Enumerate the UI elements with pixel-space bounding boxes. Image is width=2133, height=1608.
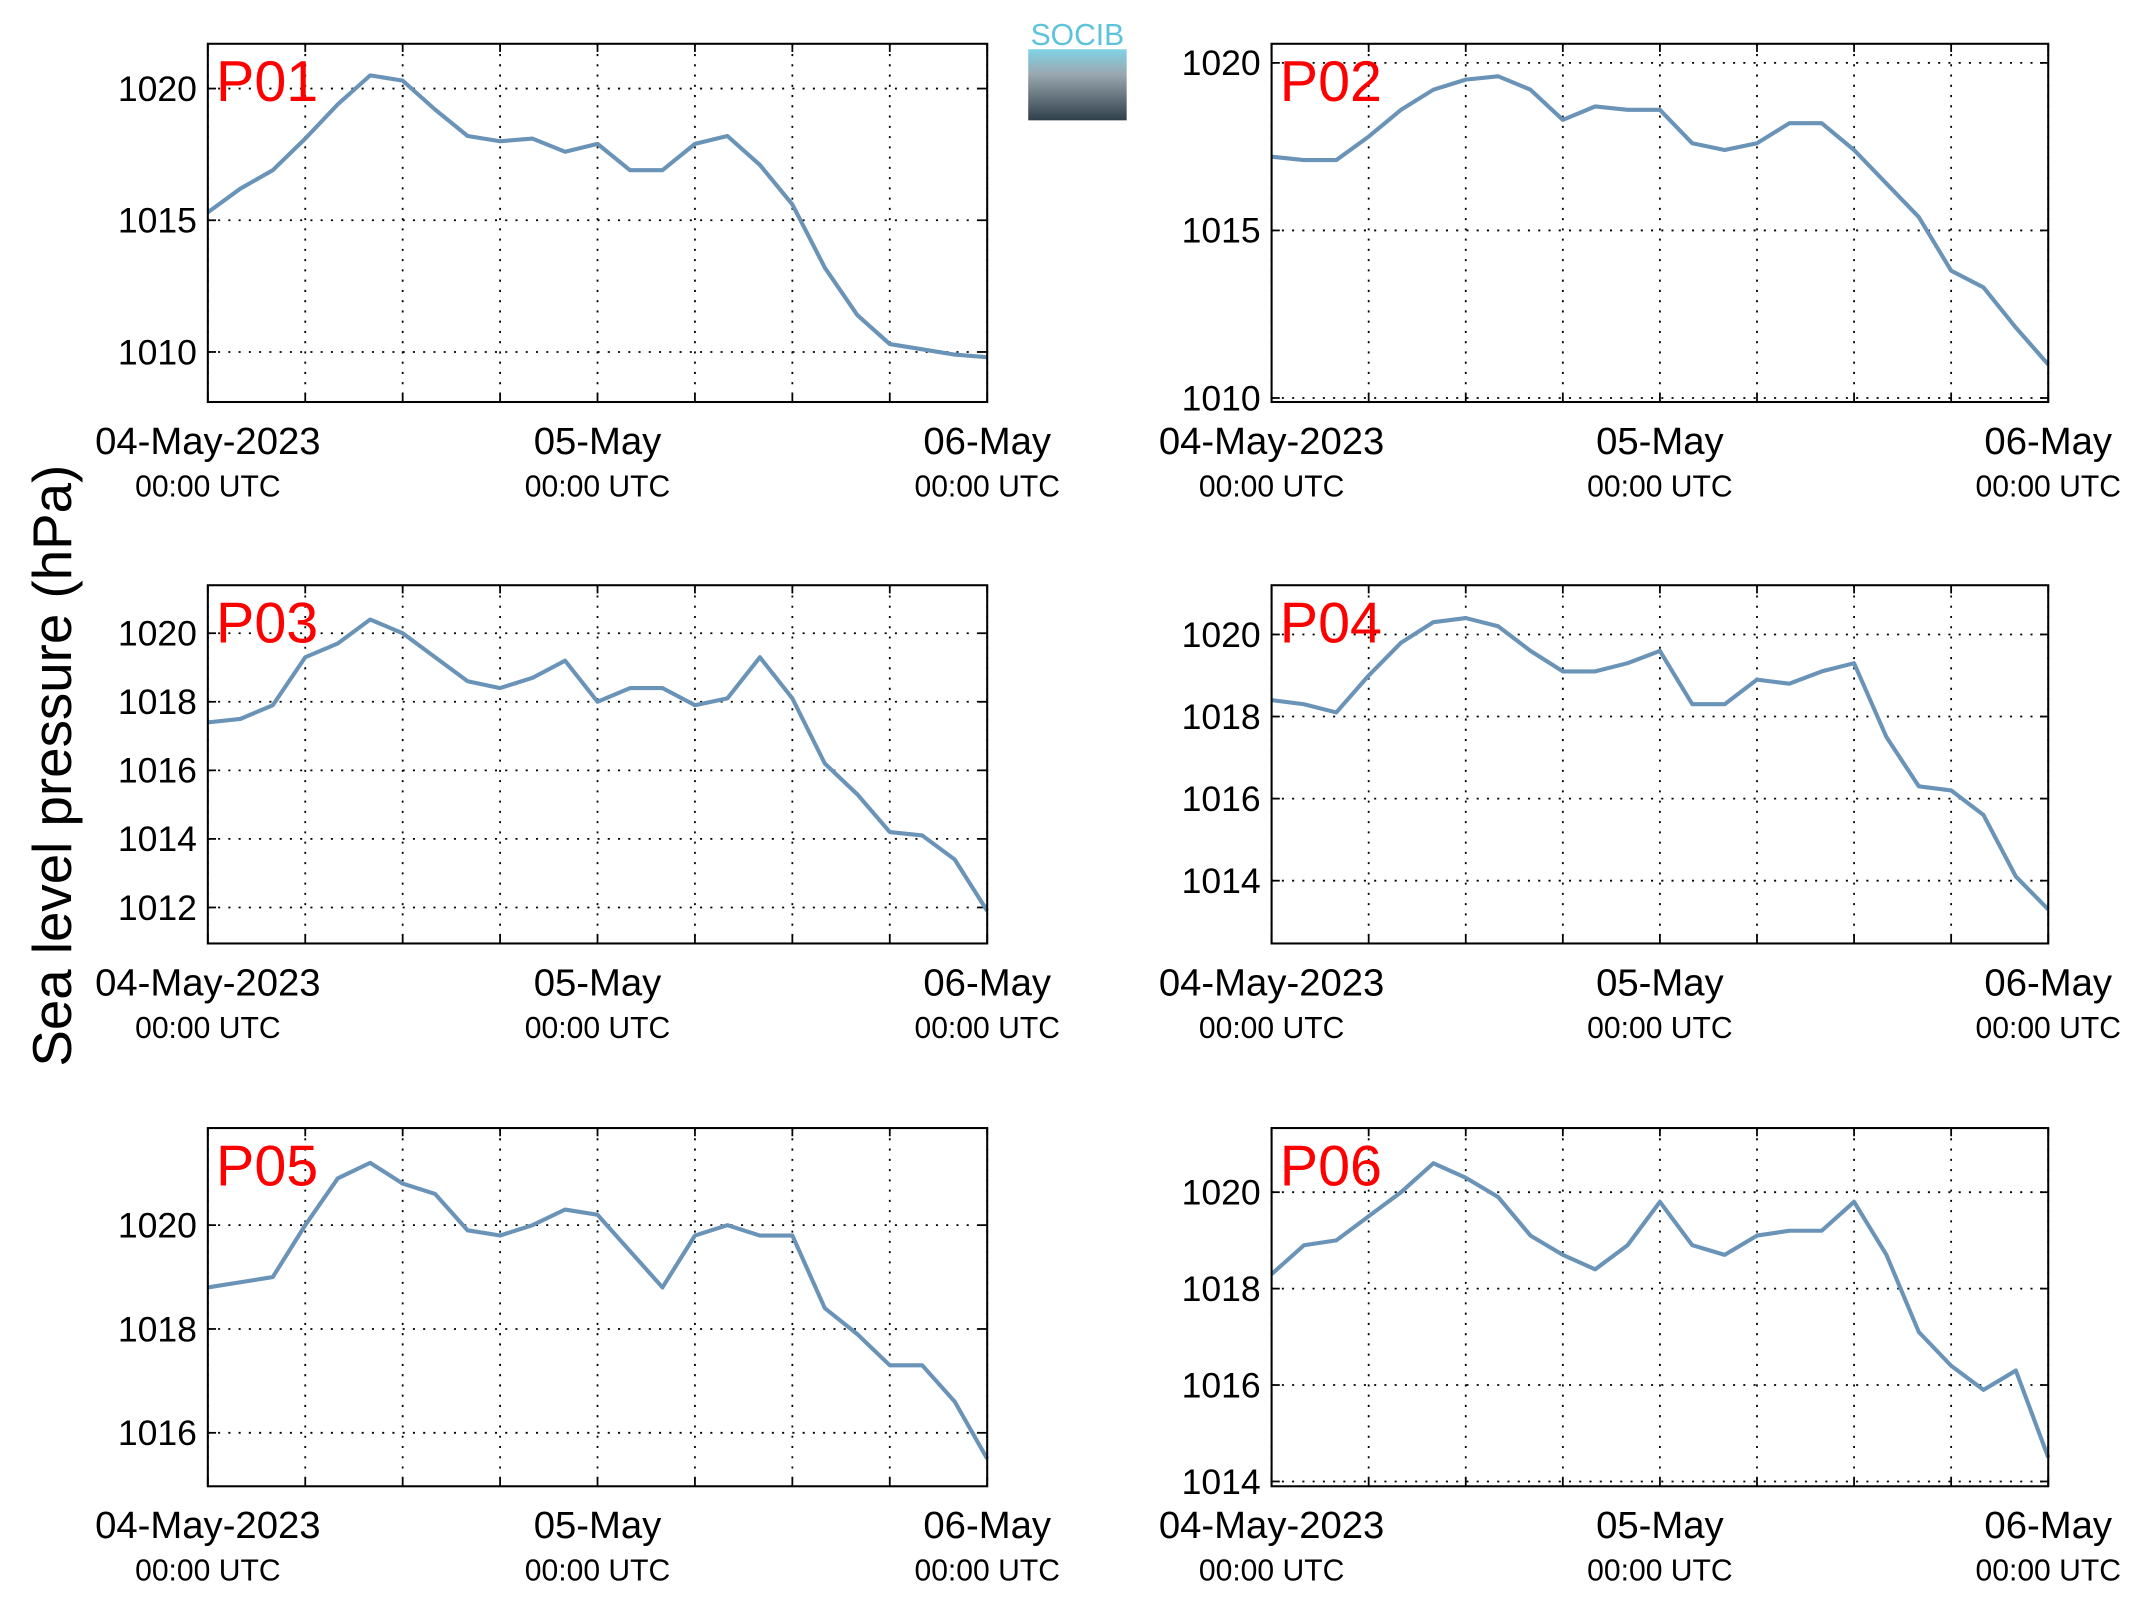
x-tick-label: 04-May-2023 [95, 420, 320, 463]
panel-title: P06 [1280, 1134, 1382, 1198]
x-tick-sublabel: 00:00 UTC [914, 1012, 1059, 1045]
y-tick-label: 1016 [118, 751, 197, 791]
y-tick-label: 1020 [118, 614, 197, 654]
x-tick-label: 06-May [1984, 420, 2112, 463]
y-tick-label: 1016 [1182, 779, 1261, 819]
y-tick-label: 1018 [1182, 1269, 1261, 1309]
x-tick-sublabel: 00:00 UTC [1587, 1012, 1732, 1045]
x-tick-label: 04-May-2023 [1159, 1504, 1384, 1547]
plot-area [1271, 43, 2049, 403]
panel-title: P01 [216, 50, 318, 114]
pressure-line [207, 617, 989, 912]
x-tick-sublabel: 00:00 UTC [525, 470, 670, 503]
x-tick-sublabel: 00:00 UTC [914, 470, 1059, 503]
x-tick-sublabel: 00:00 UTC [1976, 470, 2121, 503]
plot-area [1271, 585, 2049, 944]
y-tick-label: 1020 [1182, 1172, 1261, 1212]
y-tick-label: 1020 [1182, 615, 1261, 655]
x-tick-label: 06-May [923, 961, 1051, 1004]
pressure-line [206, 73, 988, 360]
y-tick-label: 1020 [118, 69, 197, 109]
y-tick-label: 1012 [118, 888, 197, 928]
logo-text: SOCIB [1031, 19, 1125, 52]
y-tick-label: 1014 [1182, 1462, 1261, 1502]
y-tick-label: 1016 [118, 1413, 197, 1453]
panel-title: P03 [216, 592, 318, 656]
x-tick-sublabel: 00:00 UTC [914, 1555, 1059, 1588]
y-tick-label: 1020 [1182, 43, 1261, 83]
x-tick-label: 05-May [1596, 961, 1724, 1004]
x-tick-sublabel: 00:00 UTC [1199, 1012, 1344, 1045]
x-tick-label: 05-May [534, 1504, 662, 1547]
y-tick-label: 1018 [118, 682, 197, 722]
plot-frame [1270, 42, 2050, 404]
plot-area [207, 43, 988, 403]
y-tick-label: 1014 [1182, 861, 1261, 901]
x-tick-label: 04-May-2023 [95, 1504, 320, 1547]
x-tick-label: 05-May [1596, 420, 1724, 463]
plot-frame [206, 42, 989, 404]
pressure-line [1271, 74, 2050, 366]
panel: 1010 1015 1020 04-May-2023 00:00 UTC 05-May 00… [1159, 42, 2121, 503]
y-tick-label: 1010 [118, 332, 197, 372]
panel: 1014 1016 1018 1020 04-May-2023 00:00 UTC 05-M… [1159, 1127, 2121, 1588]
plot-area [207, 585, 988, 944]
plot-frame [206, 584, 989, 945]
plot-frame [206, 1127, 989, 1488]
x-tick-label: 05-May [1596, 1504, 1724, 1547]
pressure-line [1271, 616, 2050, 911]
logo: SOCIB [1028, 19, 1127, 121]
x-tick-label: 04-May-2023 [95, 961, 320, 1004]
x-tick-label: 06-May [1984, 961, 2112, 1004]
x-tick-sublabel: 00:00 UTC [135, 1012, 280, 1045]
y-tick-label: 1010 [1182, 378, 1261, 418]
x-tick-sublabel: 00:00 UTC [1976, 1012, 2121, 1045]
y-tick-label: 1014 [118, 819, 197, 859]
x-tick-sublabel: 00:00 UTC [1976, 1555, 2121, 1588]
x-tick-label: 04-May-2023 [1159, 420, 1384, 463]
y-tick-label: 1018 [118, 1309, 197, 1349]
x-tick-label: 06-May [1984, 1504, 2112, 1547]
y-tick-label: 1016 [1182, 1365, 1261, 1405]
y-tick-label: 1020 [118, 1205, 197, 1245]
x-tick-sublabel: 00:00 UTC [1199, 1555, 1344, 1588]
x-tick-sublabel: 00:00 UTC [1199, 470, 1344, 503]
logo-box [1028, 49, 1127, 121]
x-tick-sublabel: 00:00 UTC [1587, 1555, 1732, 1588]
plot-frame [1270, 1127, 2050, 1488]
x-tick-sublabel: 00:00 UTC [135, 1555, 280, 1588]
panel: 1012 1014 1016 1018 1020 04-May-2023 00:00 UTC… [95, 584, 1060, 1045]
x-tick-label: 04-May-2023 [1159, 961, 1384, 1004]
x-tick-sublabel: 00:00 UTC [525, 1555, 670, 1588]
pressure-line [207, 1160, 989, 1460]
x-tick-sublabel: 00:00 UTC [525, 1012, 670, 1045]
panel: 1010 1015 1020 04-May-2023 00:00 UTC 05-May 00… [95, 42, 1060, 503]
y-axis-label: Sea level pressure (hPa) [21, 465, 83, 1067]
plot-area [1271, 1128, 2049, 1487]
plot-frame [1270, 584, 2050, 945]
x-tick-label: 05-May [534, 420, 662, 463]
x-tick-sublabel: 00:00 UTC [1587, 470, 1732, 503]
x-tick-label: 05-May [534, 961, 662, 1004]
panel: 1016 1018 1020 04-May-2023 00:00 UTC 05-May 00… [95, 1127, 1060, 1588]
y-tick-label: 1015 [1182, 211, 1261, 251]
y-tick-label: 1018 [1182, 697, 1261, 737]
y-tick-label: 1015 [118, 201, 197, 241]
pressure-line [1270, 1161, 2051, 1459]
panel-title: P02 [1280, 50, 1382, 114]
panel-title: P04 [1280, 592, 1382, 656]
x-tick-sublabel: 00:00 UTC [135, 470, 280, 503]
panel-title: P05 [216, 1134, 318, 1198]
x-tick-label: 06-May [923, 1504, 1051, 1547]
panel: 1014 1016 1018 1020 04-May-2023 00:00 UTC 05-M… [1159, 584, 2121, 1045]
x-tick-label: 06-May [923, 420, 1051, 463]
